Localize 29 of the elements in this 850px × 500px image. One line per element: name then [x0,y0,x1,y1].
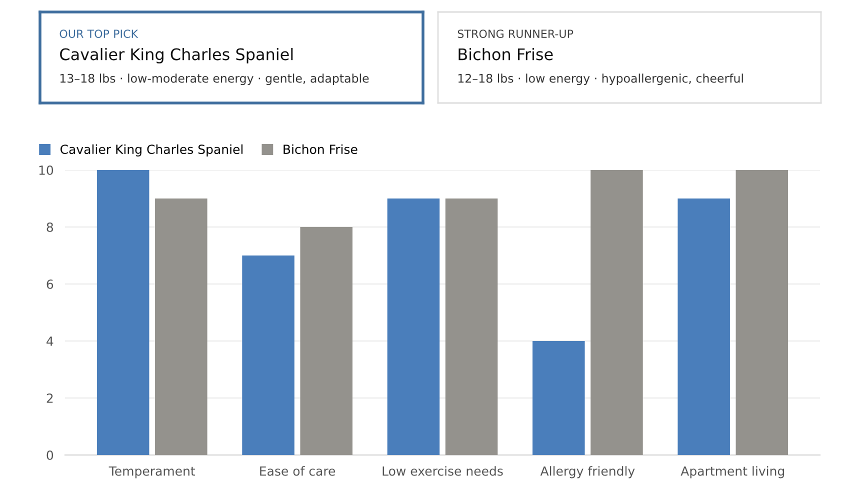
y-tick-label: 2 [46,393,53,403]
bar [387,198,440,455]
x-tick-label: Apartment living [680,466,784,478]
x-tick-label: Allergy friendly [540,466,635,478]
text: OUR TOP PICK [60,30,138,38]
bar [96,170,150,455]
bar [242,256,294,455]
bar [532,341,585,455]
x-tick-label: Temperament [108,466,196,478]
y-tick-label: 8 [46,222,54,232]
legend-label: Bichon Frise [284,144,358,154]
bar [445,198,498,455]
y-tick-label: 6 [46,279,54,289]
bar [155,198,208,455]
text: 12–18 lbs · low energy · hypoallergenic, cheerful [458,74,743,86]
bar [590,170,643,455]
y-tick-label: 0 [46,450,54,460]
text: Bichon Frise [458,48,553,60]
x-tick-label: Low exercise needs [382,466,503,476]
bar [300,227,352,455]
text: 13–18 lbs · low-moderate energy · gentle, adaptable [60,74,369,86]
bar [736,170,788,455]
y-tick-label: 4 [46,336,54,346]
text: STRONG RUNNER-UP [458,30,574,38]
y-tick-label: 10 [39,165,54,175]
text: Cavalier King Charles Spaniel [60,48,293,64]
bar [678,198,730,455]
legend-label: Cavalier King Charles Spaniel [60,144,243,156]
x-tick-label: Ease of care [260,466,336,476]
